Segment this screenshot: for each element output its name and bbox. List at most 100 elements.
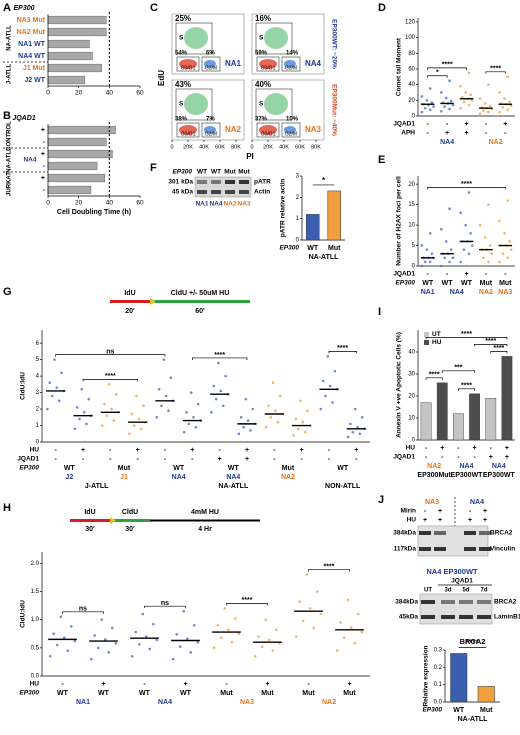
data-point bbox=[85, 422, 88, 426]
gate-label: S bbox=[179, 101, 184, 108]
band-label: Vinculin bbox=[490, 546, 515, 553]
category-label: Mut bbox=[480, 707, 493, 714]
data-point bbox=[469, 231, 472, 235]
x-tick-label: 20 bbox=[75, 200, 83, 207]
blot-band bbox=[464, 547, 476, 551]
data-point bbox=[439, 91, 443, 94]
row-value: - bbox=[307, 681, 310, 688]
row-value: - bbox=[191, 456, 194, 463]
data-point bbox=[194, 425, 198, 429]
bar bbox=[450, 653, 468, 703]
data-point bbox=[478, 112, 482, 115]
data-point bbox=[501, 252, 505, 256]
data-point bbox=[459, 106, 462, 110]
blot-band bbox=[421, 600, 435, 604]
category-label: + bbox=[41, 175, 45, 182]
data-point bbox=[420, 110, 424, 114]
data-point bbox=[451, 256, 455, 260]
data-point bbox=[226, 628, 230, 632]
percent-label: 7% bbox=[206, 117, 215, 123]
data-point bbox=[48, 654, 52, 658]
row-value: + bbox=[489, 454, 493, 461]
panel-label: I bbox=[378, 306, 381, 318]
data-point bbox=[488, 244, 492, 247]
x-tick-label: 60K bbox=[215, 144, 225, 150]
cell-cloud bbox=[284, 126, 296, 134]
row-value: - bbox=[225, 681, 228, 688]
data-point bbox=[439, 109, 443, 113]
data-point bbox=[137, 643, 141, 646]
significance-bracket bbox=[226, 603, 268, 606]
data-point bbox=[308, 607, 312, 610]
schematic-label: 4mM HU bbox=[191, 509, 219, 516]
data-point bbox=[178, 645, 182, 648]
data-point bbox=[319, 612, 323, 616]
row-value: - bbox=[485, 130, 488, 137]
data-point bbox=[478, 223, 482, 227]
data-point bbox=[506, 256, 510, 260]
band-label: pATR bbox=[254, 179, 271, 186]
data-point bbox=[487, 260, 490, 264]
category-label: J1 Mut bbox=[23, 65, 46, 72]
bar bbox=[47, 185, 92, 195]
row-label: EP300 bbox=[172, 169, 192, 176]
data-point bbox=[423, 260, 427, 264]
row-label: HU bbox=[407, 517, 417, 524]
data-point bbox=[244, 397, 248, 401]
size-label: 384kDa bbox=[393, 530, 416, 537]
cell-cloud bbox=[264, 27, 288, 49]
y-tick-label: 30 bbox=[408, 372, 415, 378]
percent-label: 54% bbox=[175, 51, 188, 57]
blot-band bbox=[434, 547, 446, 551]
x-tick-label: 20 bbox=[75, 90, 83, 97]
data-point bbox=[498, 110, 501, 114]
y-tick-label: 10 bbox=[408, 416, 415, 422]
line-label: NA4 bbox=[470, 499, 484, 506]
data-point bbox=[80, 387, 84, 391]
data-point bbox=[217, 361, 220, 365]
data-point bbox=[488, 104, 492, 108]
data-point bbox=[223, 607, 227, 610]
gate-label: S bbox=[179, 35, 184, 42]
row-value: Mut bbox=[220, 690, 233, 697]
group-label: NA1 bbox=[421, 289, 435, 296]
data-point bbox=[189, 391, 193, 394]
x-axis-label: PI bbox=[246, 152, 254, 161]
row-label: EP300 bbox=[19, 690, 39, 697]
data-point bbox=[478, 264, 482, 268]
data-point bbox=[114, 392, 118, 396]
group-label: WT bbox=[173, 465, 185, 472]
group-label: CONTROL bbox=[7, 121, 13, 151]
y-tick-label: 80 bbox=[408, 51, 415, 57]
schematic-label: IdU bbox=[124, 290, 135, 297]
cell-cloud bbox=[184, 93, 208, 115]
row-value: - bbox=[273, 456, 276, 463]
significance-label: **** bbox=[461, 383, 472, 390]
significance-label: **** bbox=[461, 331, 472, 338]
percent-label: 43% bbox=[175, 80, 191, 89]
data-point bbox=[487, 110, 490, 114]
data-point bbox=[483, 102, 487, 105]
gate-label: G2/M bbox=[205, 131, 217, 137]
cell-cloud bbox=[184, 27, 208, 49]
blot-band bbox=[434, 531, 446, 535]
blot bbox=[419, 593, 493, 625]
group-label: NA-ATLL bbox=[218, 483, 249, 490]
schematic-label: 4 Hr bbox=[198, 526, 212, 533]
row-value: + bbox=[464, 130, 468, 137]
category-label: Mut bbox=[328, 245, 341, 252]
data-point bbox=[464, 91, 467, 94]
data-point bbox=[461, 95, 464, 99]
lane-label: Mut bbox=[238, 169, 250, 176]
legend-label: UT bbox=[432, 331, 441, 338]
category-label: + bbox=[41, 151, 45, 158]
row-value: + bbox=[265, 681, 269, 688]
bar bbox=[436, 382, 448, 441]
data-point bbox=[274, 628, 278, 632]
data-point bbox=[471, 244, 474, 247]
legend-label: HU bbox=[432, 339, 442, 346]
data-point bbox=[103, 638, 107, 641]
group-label: NON-ATLL bbox=[325, 483, 361, 490]
gate bbox=[176, 56, 200, 72]
data-point bbox=[360, 415, 364, 419]
